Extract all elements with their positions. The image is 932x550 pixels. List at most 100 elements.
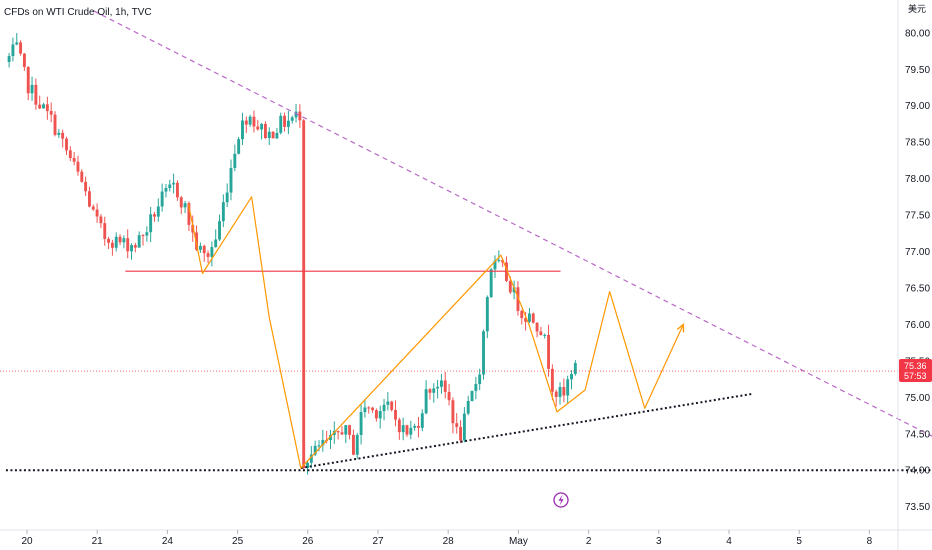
- current-price-tag: 75.36 57:53: [899, 359, 932, 382]
- lightning-bolt-icon[interactable]: [553, 492, 569, 508]
- candle-body: [229, 167, 233, 193]
- descending-trendline[interactable]: [93, 10, 932, 470]
- candle-body: [237, 139, 241, 154]
- candle-body: [378, 411, 382, 419]
- candle-body: [439, 380, 443, 387]
- candle-body: [309, 454, 313, 463]
- candle-body: [233, 153, 237, 168]
- candle-body: [183, 203, 187, 208]
- candle-body: [22, 53, 26, 67]
- candle-body: [394, 409, 397, 420]
- candle-body: [432, 388, 436, 393]
- y-tick-label: 77.00: [905, 247, 930, 258]
- candle-body: [417, 425, 420, 428]
- candle-body: [156, 206, 160, 217]
- candle-body: [466, 401, 470, 414]
- candle-body: [168, 184, 172, 189]
- candle-body: [497, 260, 501, 262]
- price-axis[interactable]: 80.00 79.50 79.00 78.50 78.00 77.50 77.00 76.50…: [905, 28, 930, 513]
- current-price-tag-box: [899, 359, 932, 382]
- candle-body: [405, 425, 409, 435]
- candle-body: [290, 117, 294, 121]
- candle-body: [516, 287, 520, 311]
- candle-body: [390, 401, 394, 410]
- candle-body: [344, 425, 348, 435]
- candle-body: [409, 427, 413, 435]
- candle-body: [114, 236, 118, 248]
- y-tick-label: 73.50: [905, 502, 930, 513]
- candle-body: [91, 206, 95, 210]
- candle-body: [489, 269, 493, 298]
- x-tick-label: 28: [443, 536, 455, 547]
- candle-body: [286, 120, 290, 127]
- currency-label: 美元: [908, 3, 926, 14]
- candle-body: [267, 131, 271, 139]
- candle-body: [543, 334, 547, 336]
- y-tick-label: 79.50: [905, 65, 930, 76]
- candle-body: [160, 191, 164, 207]
- y-tick-label: 74.50: [905, 429, 930, 440]
- candle-body: [45, 104, 49, 111]
- drawings-layer: [0, 10, 932, 472]
- candle-body: [206, 253, 210, 257]
- candle-body: [149, 214, 153, 233]
- x-tick-label: 24: [162, 536, 174, 547]
- candle-body: [34, 84, 38, 105]
- y-tick-label: 79.00: [905, 101, 930, 112]
- candle-body: [451, 400, 455, 424]
- candle-body: [302, 120, 306, 468]
- candle-body: [413, 425, 417, 428]
- candle-body: [99, 216, 103, 224]
- y-tick-label: 74.00: [905, 466, 930, 477]
- candle-body: [306, 462, 309, 468]
- candle-body: [562, 387, 566, 396]
- candle-body: [225, 192, 229, 203]
- candle-body: [122, 238, 126, 243]
- projection-arrow-head: [676, 322, 685, 333]
- x-tick-label: 8: [867, 536, 873, 547]
- projection-path[interactable]: [187, 196, 684, 469]
- y-tick-label: 77.50: [905, 211, 930, 222]
- candle-body: [374, 410, 378, 419]
- candle-body: [202, 245, 206, 254]
- candle-body: [11, 44, 15, 57]
- candle-body: [531, 313, 535, 323]
- candle-body: [153, 214, 156, 217]
- y-tick-label: 78.00: [905, 174, 930, 185]
- candle-body: [447, 391, 451, 401]
- candle-body: [558, 387, 562, 397]
- candle-body: [214, 239, 218, 248]
- candle-body: [424, 389, 428, 414]
- candle-body: [145, 232, 149, 236]
- candle-body: [566, 379, 570, 396]
- current-price-countdown: 57:53: [904, 371, 927, 381]
- candle-body: [107, 238, 111, 243]
- candle-body: [283, 115, 287, 127]
- candle-body: [508, 280, 512, 293]
- candle-body: [279, 115, 283, 133]
- candle-body: [65, 138, 68, 151]
- x-tick-label: 4: [726, 536, 732, 547]
- candle-body: [367, 407, 371, 409]
- candle-body: [126, 238, 130, 252]
- candle-body: [401, 425, 405, 433]
- candle-body: [550, 368, 554, 392]
- current-price-value: 75.36: [904, 361, 927, 371]
- candle-body: [428, 389, 432, 393]
- candle-body: [260, 123, 264, 130]
- candle-body: [179, 197, 183, 208]
- candle-body: [95, 209, 99, 217]
- candle-body: [84, 181, 88, 192]
- lightning-icon-glyph: [558, 494, 564, 506]
- candle-body: [382, 404, 386, 412]
- candle-body: [520, 310, 524, 319]
- candle-body: [7, 56, 11, 62]
- time-axis[interactable]: 20 21 24 25 26 27 28 May 2 3 4 5 8: [21, 530, 873, 547]
- candle-body: [535, 322, 539, 332]
- candle-body: [72, 158, 76, 162]
- x-tick-label: 5: [796, 536, 802, 547]
- candle-body: [493, 260, 497, 270]
- candle-body: [420, 413, 424, 428]
- candle-body: [87, 191, 91, 207]
